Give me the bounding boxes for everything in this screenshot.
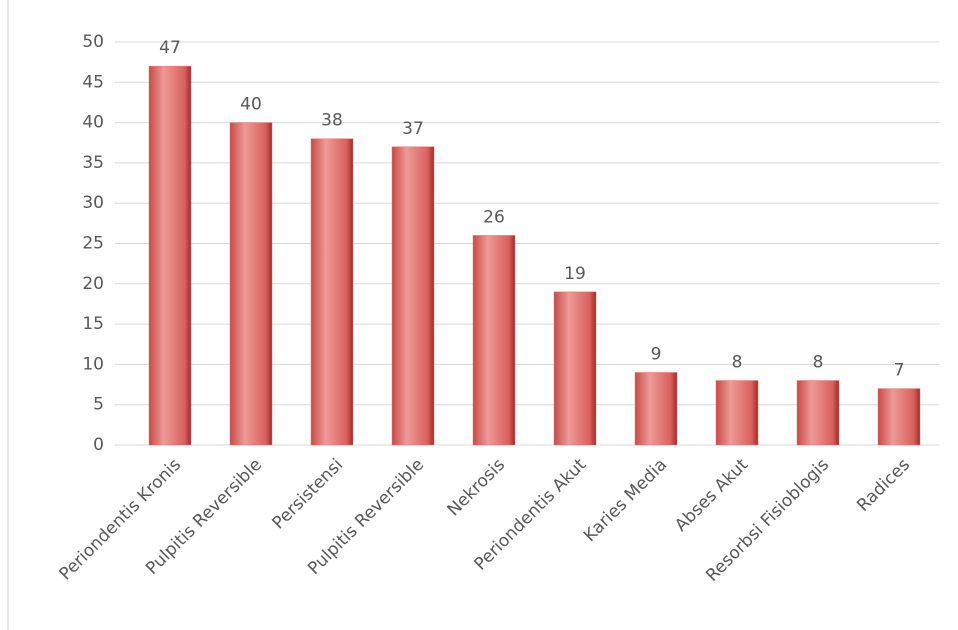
bar <box>715 380 759 446</box>
y-tick-label: 30 <box>82 193 104 213</box>
y-tick-label: 20 <box>82 274 104 294</box>
y-tick-label: 40 <box>82 113 104 133</box>
data-label: 8 <box>813 353 824 373</box>
x-tick-label: Persistensi <box>269 455 347 533</box>
y-tick-label: 35 <box>82 153 104 173</box>
data-label: 9 <box>651 344 662 364</box>
y-tick-label: 50 <box>82 32 104 52</box>
bar <box>229 122 273 446</box>
y-tick-label: 0 <box>93 435 104 455</box>
data-label: 26 <box>483 207 505 227</box>
y-tick-label: 15 <box>82 314 104 334</box>
x-tick-label: Karies Media <box>580 455 671 546</box>
data-label: 40 <box>240 95 262 115</box>
x-tick-label: Radices <box>853 455 914 516</box>
data-label: 7 <box>894 361 905 381</box>
bar <box>148 65 192 446</box>
x-tick-label: Abses Akut <box>671 455 752 536</box>
data-label: 8 <box>732 353 743 373</box>
y-tick-label: 45 <box>82 72 104 92</box>
y-tick-label: 25 <box>82 234 104 254</box>
data-label: 37 <box>402 119 424 139</box>
y-tick-label: 5 <box>93 395 104 415</box>
data-label: 19 <box>564 264 586 284</box>
bar <box>796 380 840 446</box>
y-tick-label: 10 <box>82 354 104 374</box>
bar <box>310 138 354 446</box>
bar <box>553 291 597 446</box>
bar <box>391 146 435 446</box>
bar <box>634 372 678 446</box>
x-tick-label: Nekrosis <box>444 455 509 520</box>
data-label: 38 <box>321 111 343 131</box>
data-label: 47 <box>159 38 181 58</box>
bar <box>472 235 516 446</box>
bar <box>877 388 921 446</box>
